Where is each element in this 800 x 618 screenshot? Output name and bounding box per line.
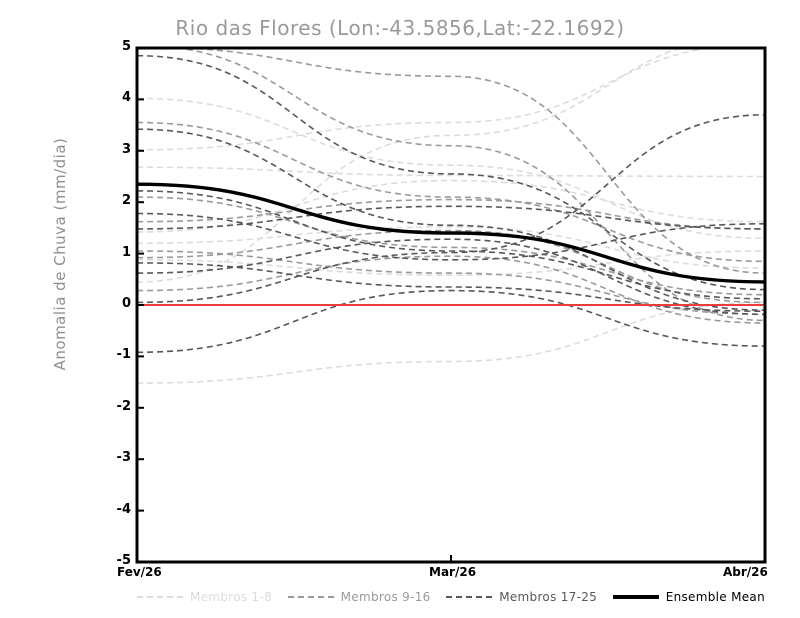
y-tick-label: -2 — [116, 398, 131, 414]
member-line — [170, 48, 765, 322]
member-line — [137, 212, 765, 261]
legend-entry: Membros 1-8 — [137, 590, 272, 604]
member-line — [137, 289, 765, 354]
legend-swatch — [137, 596, 183, 598]
y-tick-label: 2 — [121, 193, 131, 209]
member-line — [137, 54, 765, 291]
y-tick-label: -5 — [116, 553, 131, 568]
y-tick-label: 4 — [121, 90, 131, 106]
legend-swatch — [612, 595, 659, 599]
member-line — [137, 198, 765, 230]
legend-swatch — [446, 596, 493, 598]
y-tick-label: 1 — [121, 244, 131, 260]
legend-label: Membros 1-8 — [190, 590, 273, 604]
member-line — [137, 205, 765, 230]
y-tick-label: 3 — [121, 141, 131, 157]
member-line — [137, 121, 765, 263]
member-line — [137, 190, 765, 300]
member-line — [137, 226, 765, 269]
member-line — [137, 301, 765, 384]
x-tick-label: Abr/26 — [723, 565, 768, 579]
y-tick-label: -4 — [116, 501, 131, 517]
member-line — [137, 48, 683, 283]
member-line — [137, 128, 765, 311]
member-line — [137, 255, 765, 324]
chart-title: Rio das Flores (Lon:-43.5856,Lat:-22.169… — [175, 16, 625, 40]
y-tick-label: 5 — [121, 39, 131, 54]
legend-entry: Membros 9-16 — [287, 590, 431, 604]
y-tick-label: 0 — [121, 296, 131, 311]
member-line — [137, 196, 765, 296]
ensemble-mean-line — [137, 182, 765, 284]
member-line — [137, 262, 765, 312]
axes-frame — [135, 46, 767, 564]
member-line — [137, 97, 765, 239]
chart-legend: Membros 1-8 Membros 9-16 Membros 17-25 Ense… — [137, 586, 765, 608]
legend-label: Ensemble Mean — [665, 590, 765, 604]
member-line — [137, 229, 765, 304]
legend-entry: Membros 17-25 — [446, 590, 597, 604]
legend-label: Membros 17-25 — [499, 590, 598, 604]
member-line — [137, 48, 715, 151]
member-line — [137, 250, 765, 277]
series-layer — [137, 48, 765, 384]
y-tick-label: -3 — [116, 450, 131, 466]
x-tick-label: Fev/26 — [117, 565, 162, 579]
member-line — [157, 48, 765, 274]
legend-swatch — [287, 596, 334, 598]
legend-label: Membros 9-16 — [340, 590, 431, 604]
member-line — [137, 238, 765, 316]
legend-entry: Ensemble Mean — [612, 590, 765, 604]
y-tick-label: -1 — [116, 347, 131, 363]
member-line — [137, 166, 765, 178]
member-line — [137, 179, 765, 233]
x-tick-label: Mar/26 — [429, 565, 477, 579]
